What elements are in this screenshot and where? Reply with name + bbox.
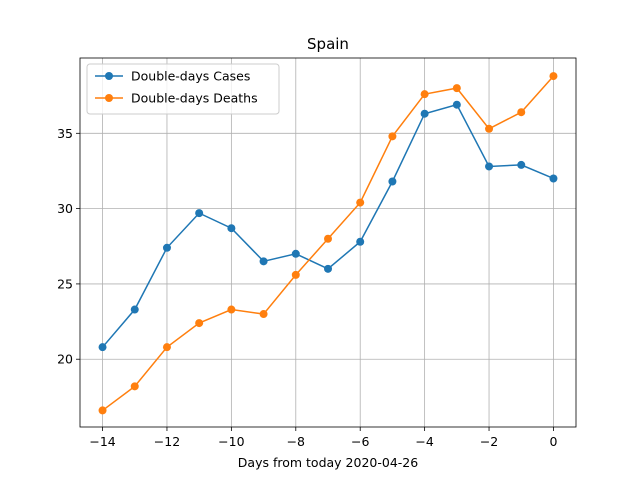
data-point xyxy=(324,264,332,273)
data-point xyxy=(162,243,171,252)
legend-marker xyxy=(105,72,113,80)
legend-label: Double-days Cases xyxy=(131,69,250,84)
data-point xyxy=(98,343,107,352)
data-point xyxy=(324,234,332,243)
data-point xyxy=(356,237,365,246)
data-point xyxy=(485,124,494,133)
data-point xyxy=(291,270,300,279)
data-point xyxy=(227,224,236,233)
y-tick-label: 25 xyxy=(57,276,73,291)
data-point xyxy=(452,84,461,93)
legend: Double-days Cases Double-days Deaths xyxy=(86,63,280,115)
data-point xyxy=(388,132,397,141)
data-point xyxy=(291,249,300,258)
data-point xyxy=(388,177,397,186)
y-tick-label: 35 xyxy=(57,126,73,141)
legend-label: Double-days Deaths xyxy=(131,91,258,106)
data-point xyxy=(356,198,365,207)
data-point xyxy=(130,382,139,391)
x-tick-label: 0 xyxy=(549,434,557,449)
data-point xyxy=(549,72,558,81)
x-tick-label: −6 xyxy=(351,434,369,449)
x-axis-label: Days from today 2020-04-26 xyxy=(238,455,418,470)
series-layer xyxy=(98,72,558,415)
x-tick-label: −14 xyxy=(89,434,115,449)
data-point xyxy=(549,174,558,183)
data-point xyxy=(98,406,107,415)
data-point xyxy=(195,209,204,218)
y-tick-label: 30 xyxy=(57,201,73,216)
x-tick-label: −8 xyxy=(287,434,305,449)
data-point xyxy=(259,310,268,319)
data-point xyxy=(452,100,461,109)
data-point xyxy=(517,160,526,169)
data-point xyxy=(195,319,204,328)
ticks: −14 −12 −10 −8 −6 −4 −2 0 20 25 30 35 xyxy=(57,126,557,449)
data-point xyxy=(485,162,494,171)
x-tick-label: −12 xyxy=(154,434,180,449)
data-point xyxy=(517,108,526,117)
data-point xyxy=(259,257,268,266)
grid xyxy=(80,58,576,427)
chart-title: Spain xyxy=(307,35,349,53)
data-point xyxy=(130,305,139,314)
data-point xyxy=(162,343,171,352)
legend-box xyxy=(86,63,280,115)
data-point xyxy=(227,305,236,314)
x-tick-label: −2 xyxy=(480,434,498,449)
data-point xyxy=(420,109,429,118)
plot-frame xyxy=(79,57,577,428)
x-tick-label: −4 xyxy=(415,434,433,449)
y-tick-label: 20 xyxy=(57,352,73,367)
legend-marker xyxy=(105,94,113,102)
x-tick-label: −10 xyxy=(218,434,244,449)
data-point xyxy=(420,90,429,99)
